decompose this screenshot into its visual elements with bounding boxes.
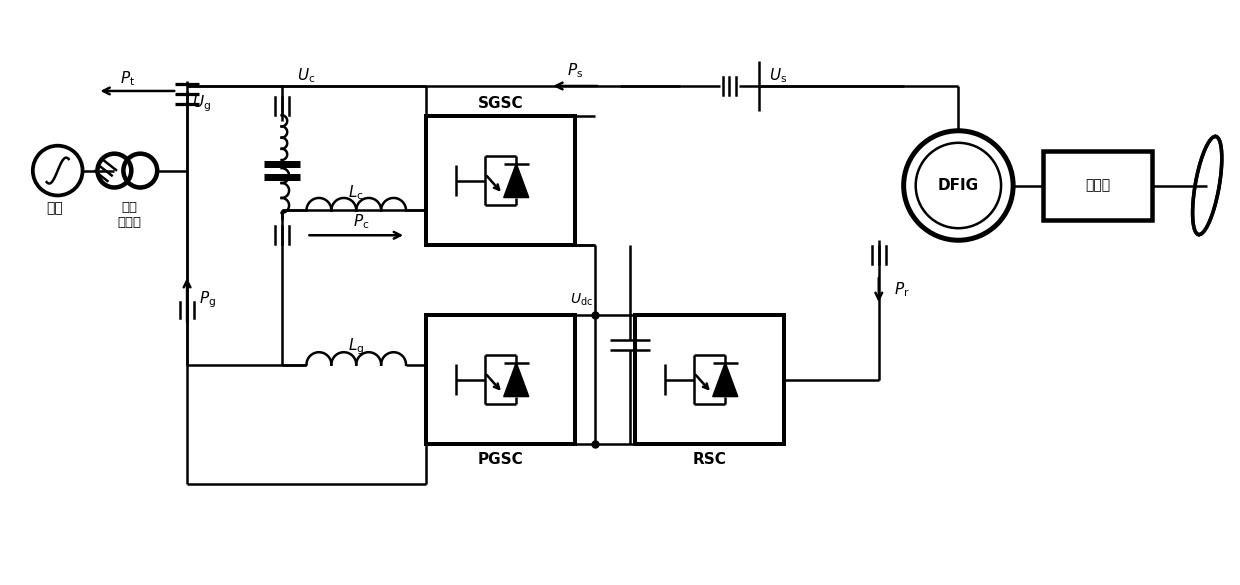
Text: 齿轮箱: 齿轮箱 bbox=[1085, 178, 1110, 192]
Text: SGSC: SGSC bbox=[477, 97, 523, 111]
Text: $L_\mathrm{g}$: $L_\mathrm{g}$ bbox=[348, 336, 365, 357]
Text: DFIG: DFIG bbox=[937, 178, 978, 193]
Polygon shape bbox=[713, 363, 738, 397]
Polygon shape bbox=[503, 164, 528, 198]
Text: $U_\mathrm{g}$: $U_\mathrm{g}$ bbox=[192, 94, 211, 114]
Text: $U_\mathrm{dc}$: $U_\mathrm{dc}$ bbox=[570, 292, 593, 308]
Text: 电网: 电网 bbox=[46, 201, 63, 215]
Text: $U_\mathrm{c}$: $U_\mathrm{c}$ bbox=[296, 67, 315, 85]
Text: $P_\mathrm{s}$: $P_\mathrm{s}$ bbox=[567, 61, 583, 80]
Bar bbox=[425, 116, 575, 245]
Text: PGSC: PGSC bbox=[477, 452, 523, 467]
Text: $P_\mathrm{c}$: $P_\mathrm{c}$ bbox=[353, 212, 370, 230]
Text: $U_\mathrm{s}$: $U_\mathrm{s}$ bbox=[769, 67, 787, 85]
Text: $P_\mathrm{r}$: $P_\mathrm{r}$ bbox=[894, 281, 909, 300]
Text: $P_\mathrm{t}$: $P_\mathrm{t}$ bbox=[120, 70, 135, 88]
Polygon shape bbox=[503, 363, 528, 397]
Text: $L_\mathrm{c}$: $L_\mathrm{c}$ bbox=[348, 183, 365, 202]
Text: 升压
变压器: 升压 变压器 bbox=[118, 201, 141, 229]
Bar bbox=[1043, 151, 1152, 221]
Bar bbox=[425, 315, 575, 444]
Text: $P_\mathrm{g}$: $P_\mathrm{g}$ bbox=[198, 290, 216, 310]
Bar bbox=[635, 315, 784, 444]
Text: RSC: RSC bbox=[693, 452, 727, 467]
